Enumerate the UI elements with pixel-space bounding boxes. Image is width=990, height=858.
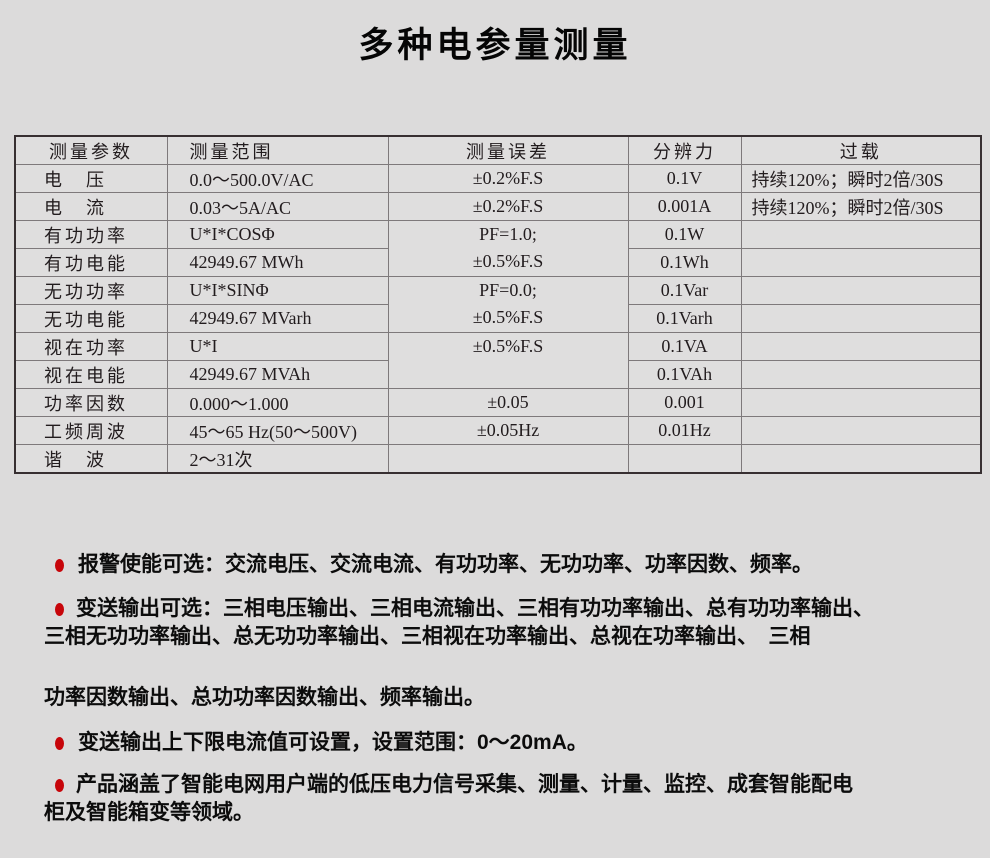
note-text: 变送输出可选：三相电压输出、三相电流输出、三相有功功率输出、总有功功率输出、 (76, 597, 874, 620)
table-row-active-energy: 有功电能 42949.67 MWh 0.1Wh (14, 248, 982, 277)
cell-error-merged-apparent: ±0.5%F.S (387, 332, 629, 389)
cell-error: ±0.05 (387, 388, 629, 417)
cell-overload (740, 388, 982, 417)
page-title: 多种电参量测量 (358, 26, 632, 65)
column-header-range: 测量范围 (166, 135, 389, 165)
cell-range: U*I*COSΦ (166, 220, 389, 249)
cell-overload (740, 360, 982, 389)
note-text: 功率因数输出、总功功率因数输出、频率输出。 (44, 686, 485, 709)
cell-error: ±0.05Hz (387, 416, 629, 445)
note-applications: 产品涵盖了智能电网用户端的低压电力信号采集、测量、计量、监控、成套智能配电 柜及… (44, 771, 974, 827)
note-line: 三相无功功率输出、总无功功率输出、三相视在功率输出、总视在功率输出、 三相 (44, 625, 811, 648)
cell-range: 42949.67 MVarh (166, 304, 389, 333)
note-text: 产品涵盖了智能电网用户端的低压电力信号采集、测量、计量、监控、成套智能配电 (76, 773, 853, 796)
note-alarm-options: 报警使能可选：交流电压、交流电流、有功功率、无功功率、功率因数、频率。 (44, 551, 974, 579)
bullet-dot-icon (55, 603, 64, 616)
cell-resolution: 0.1W (627, 220, 742, 249)
note-line: 变送输出可选：三相电压输出、三相电流输出、三相有功功率输出、总有功功率输出、 (44, 595, 974, 623)
note-transmit-continued: 功率因数输出、总功功率因数输出、频率输出。 (44, 684, 974, 712)
cell-error: ±0.2%F.S (387, 192, 629, 221)
cell-param: 电 压 (14, 164, 168, 193)
cell-param: 工频周波 (14, 416, 168, 445)
table-row-power-factor: 功率因数 0.000～1.000 ±0.05 0.001 (14, 388, 982, 417)
note-range-setting: 变送输出上下限电流值可设置，设置范围：0～20mA。 (44, 729, 974, 757)
cell-range: 45～65 Hz(50～500V) (166, 416, 389, 445)
cell-overload (740, 444, 982, 474)
cell-overload (740, 248, 982, 277)
cell-range: 2～31次 (166, 444, 389, 474)
cell-range: U*I*SINΦ (166, 276, 389, 305)
cell-error-merged-reactive: PF=0.0; ±0.5%F.S (387, 276, 629, 333)
cell-overload (740, 332, 982, 361)
note-transmit-options: 变送输出可选：三相电压输出、三相电流输出、三相有功功率输出、总有功功率输出、 三… (44, 595, 974, 651)
cell-resolution: 0.1Wh (627, 248, 742, 277)
cell-resolution: 0.1Varh (627, 304, 742, 333)
cell-resolution: 0.1V (627, 164, 742, 193)
cell-param: 视在电能 (14, 360, 168, 389)
table-row-harmonics: 谐 波 2～31次 (14, 444, 982, 474)
cell-error: ±0.2%F.S (387, 164, 629, 193)
cell-resolution: 0.001 (627, 388, 742, 417)
error-line: ±0.5%F.S (472, 336, 544, 356)
cell-range: 0.03～5A/AC (166, 192, 389, 221)
cell-param: 无功功率 (14, 276, 168, 305)
error-line: PF=1.0; (479, 224, 537, 244)
table-row-reactive-energy: 无功电能 42949.67 MVarh 0.1Varh (14, 304, 982, 333)
cell-param: 有功电能 (14, 248, 168, 277)
cell-range: 0.000～1.000 (166, 388, 389, 417)
column-header-overload: 过载 (740, 135, 982, 165)
cell-overload: 持续120%；瞬时2倍/30S (740, 192, 982, 221)
measurement-spec-table: 测量参数 测量范围 测量误差 分辨力 过载 电 压 0.0～500.0V/AC … (14, 135, 982, 474)
cell-param: 功率因数 (14, 388, 168, 417)
cell-range: 42949.67 MVAh (166, 360, 389, 389)
cell-resolution: 0.1VA (627, 332, 742, 361)
table-row-active-power: 有功功率 U*I*COSΦ PF=1.0; ±0.5%F.S 0.1W (14, 220, 982, 277)
cell-resolution: 0.01Hz (627, 416, 742, 445)
cell-param: 有功功率 (14, 220, 168, 249)
cell-resolution: 0.001A (627, 192, 742, 221)
column-header-error: 测量误差 (387, 135, 629, 165)
cell-overload (740, 276, 982, 305)
bullet-dot-icon (55, 779, 64, 792)
note-line: 柜及智能箱变等领域。 (44, 801, 254, 824)
table-row-frequency: 工频周波 45～65 Hz(50～500V) ±0.05Hz 0.01Hz (14, 416, 982, 445)
bullet-dot-icon (55, 559, 64, 572)
cell-error (387, 444, 629, 474)
table-row-voltage: 电 压 0.0～500.0V/AC ±0.2%F.S 0.1V 持续120%；瞬… (14, 164, 982, 193)
cell-resolution (627, 444, 742, 474)
cell-resolution: 0.1VAh (627, 360, 742, 389)
cell-overload (740, 304, 982, 333)
error-line: ±0.5%F.S (472, 251, 544, 271)
cell-param: 无功电能 (14, 304, 168, 333)
table-row-reactive-power: 无功功率 U*I*SINΦ PF=0.0; ±0.5%F.S 0.1Var (14, 276, 982, 333)
cell-param: 谐 波 (14, 444, 168, 474)
note-line: 产品涵盖了智能电网用户端的低压电力信号采集、测量、计量、监控、成套智能配电 (44, 771, 974, 799)
table-header-row: 测量参数 测量范围 测量误差 分辨力 过载 (14, 135, 982, 165)
table-row-apparent-energy: 视在电能 42949.67 MVAh 0.1VAh (14, 360, 982, 389)
cell-resolution: 0.1Var (627, 276, 742, 305)
bullet-dot-icon (55, 737, 64, 750)
note-text: 报警使能可选：交流电压、交流电流、有功功率、无功功率、功率因数、频率。 (78, 553, 813, 576)
cell-overload: 持续120%；瞬时2倍/30S (740, 164, 982, 193)
cell-range: 0.0～500.0V/AC (166, 164, 389, 193)
cell-param: 视在功率 (14, 332, 168, 361)
cell-overload (740, 220, 982, 249)
column-header-param: 测量参数 (14, 135, 168, 165)
error-line: ±0.5%F.S (472, 307, 544, 327)
error-line: PF=0.0; (479, 280, 537, 300)
cell-overload (740, 416, 982, 445)
cell-range: U*I (166, 332, 389, 361)
cell-error-merged-active: PF=1.0; ±0.5%F.S (387, 220, 629, 277)
table-row-current: 电 流 0.03～5A/AC ±0.2%F.S 0.001A 持续120%；瞬时… (14, 192, 982, 221)
note-text: 变送输出上下限电流值可设置，设置范围：0～20mA。 (78, 731, 588, 754)
table-row-apparent-power: 视在功率 U*I ±0.5%F.S 0.1VA (14, 332, 982, 389)
column-header-resolution: 分辨力 (627, 135, 742, 165)
cell-range: 42949.67 MWh (166, 248, 389, 277)
cell-param: 电 流 (14, 192, 168, 221)
